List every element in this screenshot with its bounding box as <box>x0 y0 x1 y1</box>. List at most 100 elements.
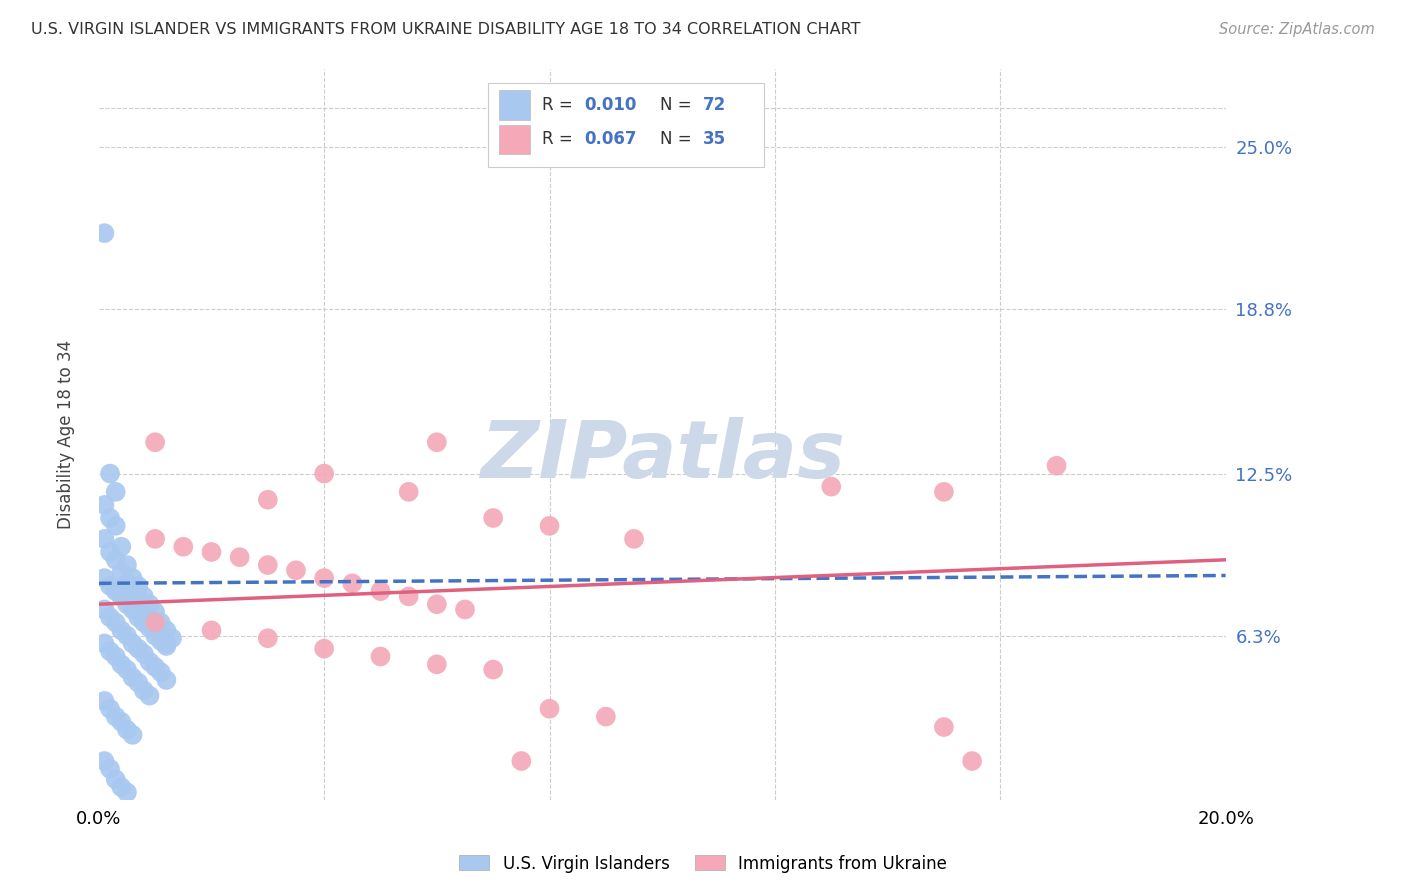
Point <box>138 597 160 611</box>
Point <box>228 550 250 565</box>
Point <box>110 540 132 554</box>
Point <box>93 571 115 585</box>
Point <box>314 641 336 656</box>
Point <box>132 602 155 616</box>
Text: N =: N = <box>659 96 697 114</box>
Point <box>426 435 449 450</box>
Point <box>93 754 115 768</box>
Point <box>93 602 115 616</box>
Point <box>98 702 121 716</box>
Point <box>98 467 121 481</box>
Point <box>104 484 127 499</box>
Point <box>104 584 127 599</box>
Text: U.S. VIRGIN ISLANDER VS IMMIGRANTS FROM UKRAINE DISABILITY AGE 18 TO 34 CORRELAT: U.S. VIRGIN ISLANDER VS IMMIGRANTS FROM … <box>31 22 860 37</box>
Point <box>143 435 166 450</box>
Point <box>155 624 177 638</box>
Point <box>623 532 645 546</box>
Point <box>482 511 505 525</box>
Point <box>454 602 477 616</box>
Text: N =: N = <box>659 130 697 148</box>
Point <box>110 657 132 672</box>
Point <box>104 615 127 630</box>
Text: 72: 72 <box>703 96 725 114</box>
Text: R =: R = <box>541 96 578 114</box>
Point <box>256 492 278 507</box>
Point <box>98 545 121 559</box>
Point <box>200 545 222 559</box>
Point <box>155 673 177 687</box>
Point <box>132 683 155 698</box>
Point <box>538 518 561 533</box>
Point <box>115 558 138 572</box>
Point <box>143 532 166 546</box>
Point <box>143 615 166 630</box>
Point <box>932 720 955 734</box>
Point <box>104 709 127 723</box>
Point <box>398 484 420 499</box>
Point <box>115 597 138 611</box>
Point <box>104 553 127 567</box>
Point <box>143 629 166 643</box>
Point <box>138 610 160 624</box>
Point <box>398 590 420 604</box>
Point <box>110 624 132 638</box>
Point <box>110 714 132 729</box>
Point <box>121 602 143 616</box>
Point <box>138 621 160 635</box>
Point <box>342 576 364 591</box>
Text: Source: ZipAtlas.com: Source: ZipAtlas.com <box>1219 22 1375 37</box>
Point <box>314 467 336 481</box>
Point <box>132 647 155 661</box>
Point <box>127 641 149 656</box>
Point <box>143 605 166 619</box>
Point <box>960 754 983 768</box>
Point <box>132 590 155 604</box>
Text: 0.067: 0.067 <box>585 130 637 148</box>
Point <box>104 772 127 787</box>
Point <box>93 694 115 708</box>
Point <box>110 566 132 580</box>
Point <box>149 633 172 648</box>
FancyBboxPatch shape <box>499 90 530 120</box>
Point <box>370 649 392 664</box>
Point <box>595 709 617 723</box>
FancyBboxPatch shape <box>499 125 530 154</box>
Point <box>155 636 177 650</box>
Point <box>121 636 143 650</box>
Point <box>538 702 561 716</box>
Point <box>115 576 138 591</box>
Point <box>256 631 278 645</box>
Point <box>98 511 121 525</box>
Point <box>256 558 278 572</box>
Point <box>482 663 505 677</box>
Point <box>314 571 336 585</box>
Point <box>98 579 121 593</box>
Point <box>127 610 149 624</box>
Point <box>127 592 149 607</box>
Text: 0.010: 0.010 <box>585 96 637 114</box>
Point <box>115 785 138 799</box>
Text: ZIPatlas: ZIPatlas <box>479 417 845 495</box>
Point <box>285 563 308 577</box>
Point <box>115 663 138 677</box>
Point <box>110 590 132 604</box>
Point <box>370 584 392 599</box>
Point <box>143 618 166 632</box>
Legend: U.S. Virgin Islanders, Immigrants from Ukraine: U.S. Virgin Islanders, Immigrants from U… <box>453 848 953 880</box>
Point <box>1045 458 1067 473</box>
Point <box>93 226 115 240</box>
Point <box>121 584 143 599</box>
Point <box>127 579 149 593</box>
Point <box>155 639 177 653</box>
Point <box>138 655 160 669</box>
Point <box>104 649 127 664</box>
Point <box>93 532 115 546</box>
Point <box>127 675 149 690</box>
Point <box>143 660 166 674</box>
Point <box>121 670 143 684</box>
Point <box>132 615 155 630</box>
Point <box>149 615 172 630</box>
FancyBboxPatch shape <box>488 83 763 168</box>
Point <box>149 665 172 680</box>
Point <box>98 762 121 776</box>
